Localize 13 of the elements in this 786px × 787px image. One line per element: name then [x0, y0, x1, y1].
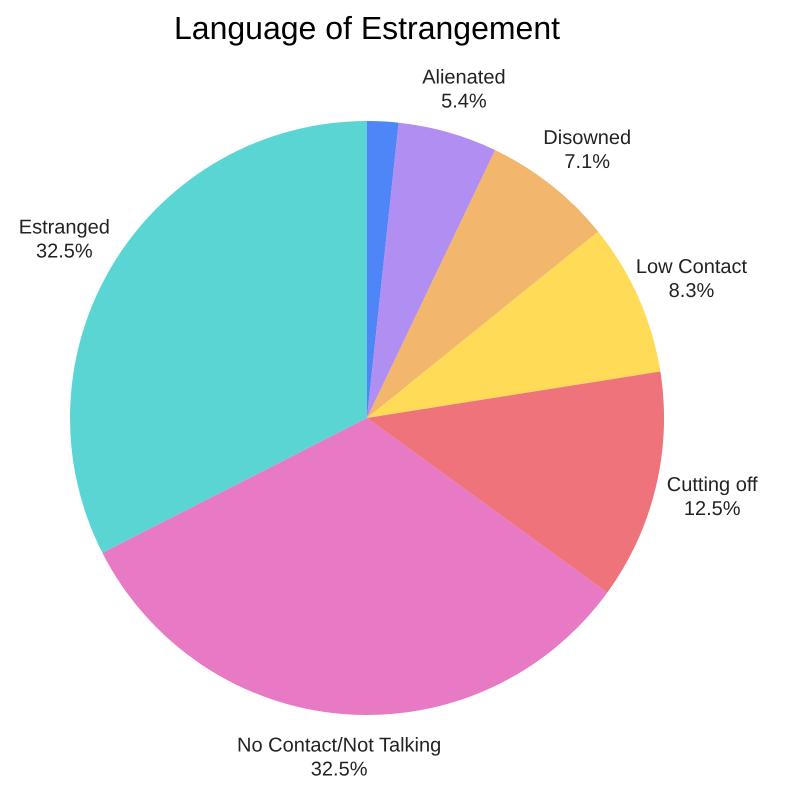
slice-label: Alienated	[422, 66, 506, 88]
data-label: 32.5%	[310, 758, 368, 780]
data-label: 7.1%	[564, 151, 610, 174]
data-label: 32.5%	[36, 240, 93, 262]
slice-label: Estranged	[18, 216, 110, 238]
slice-label: Cutting off	[666, 474, 758, 496]
slice-label: Low Contact	[636, 256, 748, 278]
slice-label: No Contact/Not Talking	[237, 734, 442, 756]
data-label: 12.5%	[684, 498, 741, 520]
slice-label: Disowned	[543, 127, 632, 150]
chart-title: Language of Estrangement	[174, 10, 560, 46]
data-label: 8.3%	[668, 280, 714, 302]
data-label: 5.4%	[441, 90, 487, 112]
